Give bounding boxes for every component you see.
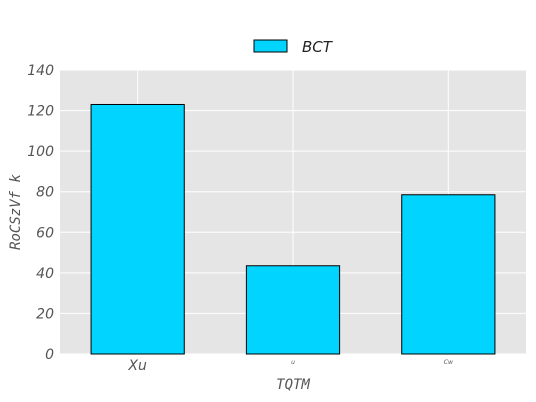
y-tick-label: 140 xyxy=(27,63,54,79)
bars xyxy=(90,103,496,355)
x-tick-labels: Xu u Cw xyxy=(127,358,453,374)
y-tick-label: 120 xyxy=(27,104,54,120)
legend-label-bct: BCT xyxy=(302,38,334,56)
legend-swatch xyxy=(253,39,288,53)
bar-xu xyxy=(90,103,185,355)
x-axis-label: TQTM xyxy=(276,377,310,393)
y-axis-label: RoCSzVf k xyxy=(8,174,24,250)
y-tick-label: 0 xyxy=(45,347,54,363)
y-tick-label: 100 xyxy=(27,144,54,160)
bar-cw xyxy=(401,194,496,355)
x-tick-label: u xyxy=(291,359,295,366)
y-tick-labels: 0 20 40 60 80 100 120 140 xyxy=(27,63,54,363)
y-tick-label: 20 xyxy=(36,306,54,322)
y-tick-label: 60 xyxy=(36,225,54,241)
x-tick-label: Xu xyxy=(127,358,147,374)
legend: BCT xyxy=(253,38,334,56)
bar-u xyxy=(245,265,341,355)
y-tick-label: 40 xyxy=(36,266,54,282)
y-tick-label: 80 xyxy=(36,185,54,201)
x-tick-label: Cw xyxy=(444,359,453,366)
